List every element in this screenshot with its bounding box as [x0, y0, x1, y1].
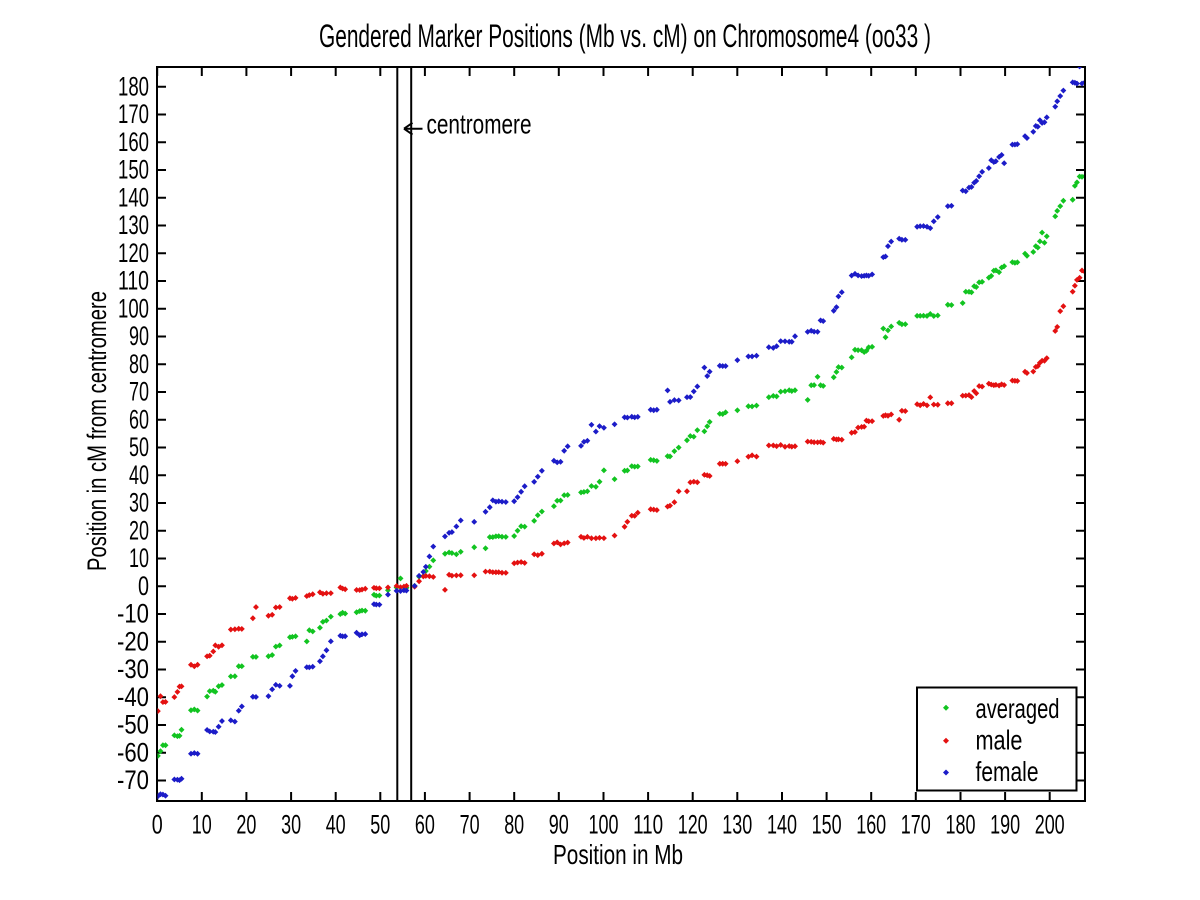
svg-text:80: 80: [129, 349, 149, 379]
svg-text:110: 110: [118, 266, 149, 296]
svg-text:140: 140: [767, 810, 797, 840]
svg-text:10: 10: [192, 810, 212, 840]
svg-text:20: 20: [129, 515, 149, 545]
svg-text:Position in cM from centromere: Position in cM from centromere: [82, 291, 112, 571]
svg-text:150: 150: [812, 810, 842, 840]
svg-text:120: 120: [678, 810, 708, 840]
svg-text:110: 110: [633, 810, 663, 840]
svg-text:90: 90: [549, 810, 569, 840]
svg-text:130: 130: [118, 210, 149, 240]
svg-text:-50: -50: [117, 710, 149, 740]
svg-text:160: 160: [856, 810, 886, 840]
svg-text:0: 0: [152, 810, 163, 840]
svg-text:70: 70: [129, 377, 149, 407]
svg-text:190: 190: [990, 810, 1020, 840]
svg-text:90: 90: [129, 321, 149, 351]
svg-text:180: 180: [946, 810, 976, 840]
svg-text:male: male: [976, 725, 1023, 756]
svg-text:50: 50: [129, 432, 149, 462]
svg-text:40: 40: [326, 810, 346, 840]
svg-text:Position in Mb: Position in Mb: [553, 839, 683, 870]
svg-text:130: 130: [722, 810, 752, 840]
svg-text:170: 170: [118, 99, 149, 129]
svg-text:100: 100: [118, 293, 149, 323]
svg-text:150: 150: [118, 155, 149, 185]
svg-text:50: 50: [370, 810, 390, 840]
svg-text:-30: -30: [117, 654, 149, 684]
svg-text:30: 30: [129, 488, 149, 518]
svg-text:170: 170: [901, 810, 931, 840]
svg-text:averaged: averaged: [976, 693, 1060, 724]
svg-text:-40: -40: [117, 682, 149, 712]
svg-text:200: 200: [1035, 810, 1065, 840]
svg-text:-70: -70: [117, 765, 149, 795]
svg-text:140: 140: [118, 182, 149, 212]
svg-text:40: 40: [129, 460, 149, 490]
svg-text:80: 80: [504, 810, 524, 840]
svg-text:-20: -20: [117, 626, 149, 656]
svg-text:60: 60: [415, 810, 435, 840]
svg-text:120: 120: [118, 238, 149, 268]
svg-text:-10: -10: [117, 599, 149, 629]
svg-text:-60: -60: [117, 737, 149, 767]
svg-text:160: 160: [118, 127, 149, 157]
svg-text:100: 100: [589, 810, 619, 840]
svg-text:centromere: centromere: [427, 109, 532, 140]
svg-text:30: 30: [281, 810, 301, 840]
svg-text:0: 0: [138, 571, 149, 601]
svg-text:180: 180: [118, 71, 149, 101]
svg-text:Gendered Marker Positions (Mb: Gendered Marker Positions (Mb vs. cM) on…: [319, 18, 931, 54]
svg-text:female: female: [976, 756, 1039, 787]
svg-text:20: 20: [236, 810, 256, 840]
svg-text:60: 60: [129, 404, 149, 434]
svg-text:10: 10: [129, 543, 149, 573]
svg-text:70: 70: [460, 810, 480, 840]
